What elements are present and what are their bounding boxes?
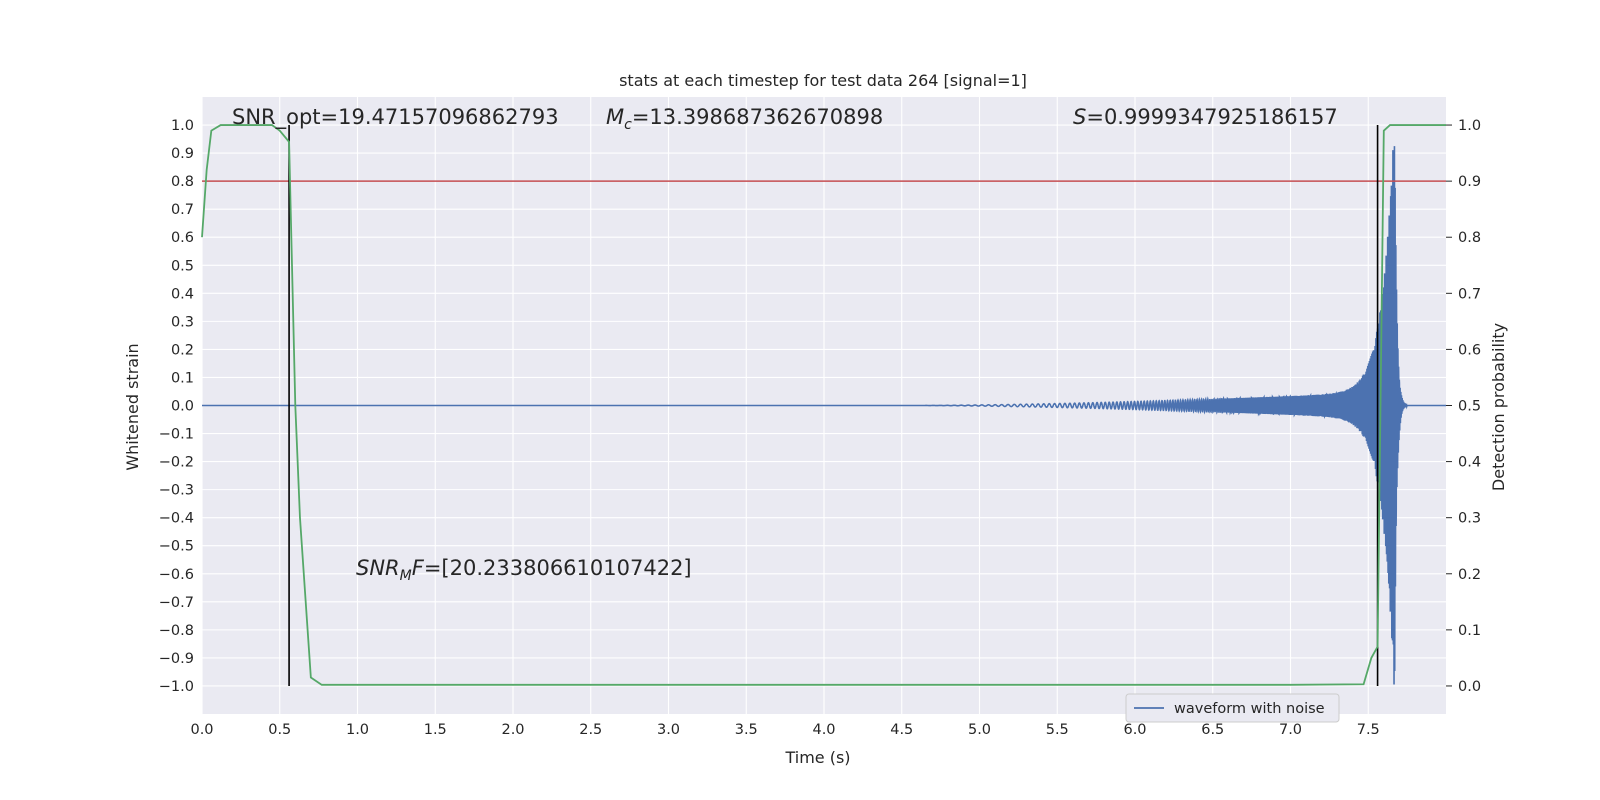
- y-tick-labels: 1.0 0.9 0.8 0.7 0.6 0.5 0.4 0.3 0.2 0.1 0.0 −0.1 −0.…: [159, 118, 194, 695]
- legend-entry: waveform with noise: [1174, 701, 1325, 717]
- y-tick-label: −0.3: [159, 483, 194, 499]
- y2-tick-label: 0.9: [1458, 174, 1481, 190]
- y-tick-label: −0.6: [159, 567, 194, 583]
- legend: waveform with noise: [1125, 693, 1340, 723]
- y-axis-label: Whitened strain: [123, 343, 142, 470]
- y-tick-label: 0.2: [171, 342, 194, 358]
- y-tick-label: 1.0: [171, 118, 194, 134]
- x-tick-label: 3.0: [657, 722, 680, 738]
- s-value: =0.9999347925186157: [1086, 105, 1337, 129]
- x-tick-label: 4.5: [890, 722, 913, 738]
- y-tick-label: −0.4: [159, 511, 194, 527]
- y2-tick-label: 0.7: [1458, 286, 1481, 302]
- y2-tick-label: 0.3: [1458, 511, 1481, 527]
- y-tick-label: −0.9: [159, 651, 194, 667]
- probability-line: [201, 124, 1446, 686]
- y-tick-label: 0.7: [171, 202, 194, 218]
- x-tick-label: 2.0: [501, 722, 524, 738]
- y2-tick-label: 0.8: [1458, 230, 1481, 246]
- x-tick-label: 1.5: [424, 722, 447, 738]
- x-axis-label: Time (s): [784, 748, 850, 767]
- snrmf-subscript: M: [400, 568, 412, 584]
- y2-tick-labels: 1.0 0.9 0.8 0.7 0.6 0.5 0.4 0.3 0.2 0.1 0.0: [1446, 118, 1481, 695]
- y-tick-label: −0.7: [159, 595, 194, 611]
- s-symbol: S: [1073, 105, 1086, 129]
- x-tick-label: 7.5: [1357, 722, 1380, 738]
- y-tick-label: −1.0: [159, 679, 194, 695]
- y-tick-label: −0.2: [159, 455, 194, 471]
- y2-axis-label: Detection probability: [1489, 323, 1508, 491]
- snrmf-f: F: [412, 556, 425, 580]
- y2-tick-label: 0.0: [1458, 679, 1481, 695]
- legend-box: [1125, 693, 1340, 723]
- x-tick-labels: 0.0 0.5 1.0 1.5 2.0 2.5 3.0 3.5 4.0 4.5 5.0 5.5 6.0 6…: [190, 722, 1379, 738]
- y-tick-label: 0.6: [171, 230, 194, 246]
- x-tick-label: 1.0: [346, 722, 369, 738]
- annotation-score: S=0.9999347925186157: [1073, 105, 1338, 129]
- x-tick-label: 7.0: [1279, 722, 1302, 738]
- y-tick-label: 0.5: [171, 258, 194, 274]
- y-tick-label: 0.4: [171, 286, 194, 302]
- x-tick-label: 6.0: [1123, 722, 1146, 738]
- y-tick-label: 0.1: [171, 370, 194, 386]
- x-tick-label: 5.0: [968, 722, 991, 738]
- annotation-snr-opt: SNR_opt=19.47157096862793: [232, 105, 559, 130]
- y-tick-label: −0.5: [159, 539, 194, 555]
- series-layer: [201, 124, 1446, 686]
- x-tick-label: 6.5: [1201, 722, 1224, 738]
- snrmf-value: =[20.233806610107422]: [424, 556, 692, 580]
- y-tick-label: −0.1: [159, 427, 194, 443]
- x-tick-label: 2.5: [579, 722, 602, 738]
- y-tick-label: 0.0: [171, 399, 194, 415]
- mc-subscript: c: [624, 117, 632, 133]
- mc-symbol: M: [606, 105, 624, 129]
- x-tick-label: 5.5: [1046, 722, 1069, 738]
- x-tick-label: 3.5: [735, 722, 758, 738]
- y-tick-label: 0.9: [171, 146, 194, 162]
- x-tick-label: 0.0: [190, 722, 213, 738]
- waveform-line: [202, 146, 1446, 685]
- annotation-chirp-mass: Mc=13.398687362670898: [606, 105, 883, 133]
- y2-tick-label: 0.1: [1458, 623, 1481, 639]
- chart-title: stats at each timestep for test data 264…: [619, 71, 1027, 90]
- y-tick-label: −0.8: [159, 623, 194, 639]
- y2-tick-label: 0.6: [1458, 342, 1481, 358]
- annotation-snr-mf: SNRMF=[20.233806610107422]: [356, 556, 692, 584]
- x-tick-label: 4.0: [812, 722, 835, 738]
- mc-value: =13.398687362670898: [632, 105, 883, 129]
- y2-tick-label: 0.4: [1458, 455, 1481, 471]
- snrmf-symbol: SNR: [356, 556, 400, 580]
- y2-tick-label: 0.2: [1458, 567, 1481, 583]
- y2-tick-label: 0.5: [1458, 399, 1481, 415]
- y2-tick-label: 1.0: [1458, 118, 1481, 134]
- y-tick-label: 0.3: [171, 314, 194, 330]
- x-tick-label: 0.5: [268, 722, 291, 738]
- y-tick-label: 0.8: [171, 174, 194, 190]
